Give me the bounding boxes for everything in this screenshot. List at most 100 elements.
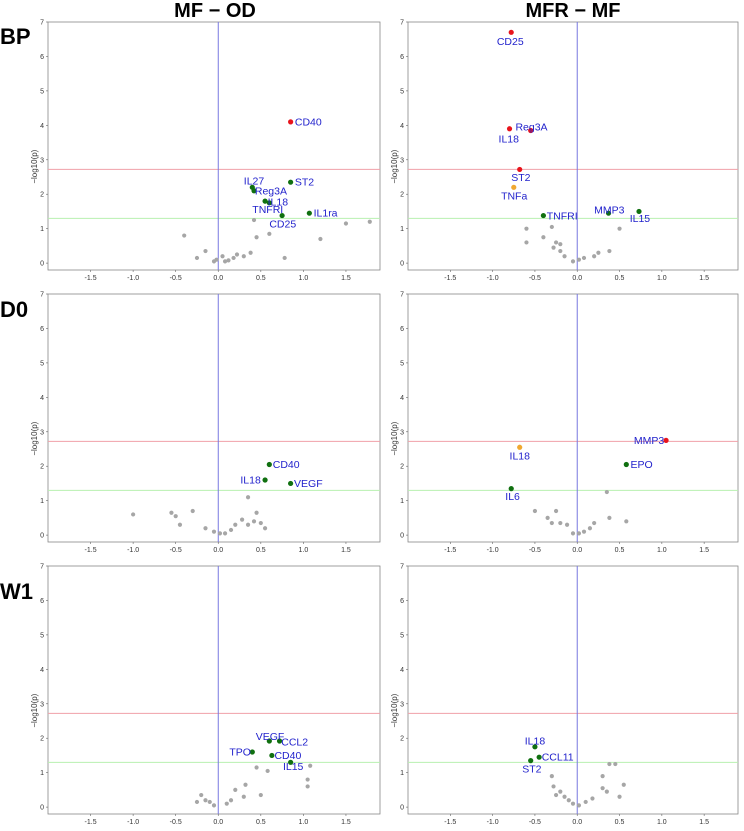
- point: [549, 520, 554, 526]
- x-tick-label: 0.0: [213, 819, 223, 826]
- point: [562, 254, 567, 259]
- point-label-il18: IL18: [499, 134, 520, 146]
- point: [251, 217, 257, 223]
- y-tick-label: 0: [400, 805, 404, 812]
- point-cd25: [279, 212, 285, 219]
- x-tick-label: -1.5: [85, 547, 97, 554]
- point-label-st2: ST2: [511, 172, 530, 184]
- point-label-il15: IL15: [630, 213, 651, 225]
- y-tick-label: 6: [40, 598, 44, 605]
- y-tick-label: 7: [400, 292, 404, 299]
- point: [541, 235, 546, 240]
- y-tick-label: 5: [40, 88, 44, 95]
- point: [624, 519, 629, 524]
- point-il15: [636, 208, 642, 215]
- point-label-il15: IL15: [283, 761, 304, 773]
- point: [211, 803, 217, 808]
- y-tick-label: 2: [40, 464, 44, 471]
- point: [367, 219, 372, 224]
- x-tick-label: -1.5: [444, 275, 456, 282]
- point: [592, 254, 597, 259]
- point: [343, 221, 349, 226]
- y-tick-label: 3: [400, 157, 404, 164]
- y-axis-label: −log10(p): [30, 421, 39, 455]
- point: [545, 515, 550, 520]
- point: [194, 255, 200, 261]
- point-label-il18: IL18: [525, 735, 546, 747]
- point-label-il1ra: IL1ra: [314, 208, 338, 220]
- y-tick-label: 1: [400, 226, 404, 233]
- x-tick-label: -1.0: [127, 275, 139, 282]
- point-il18: [517, 444, 523, 450]
- x-tick-label: -0.5: [170, 275, 182, 282]
- point-il18: [262, 198, 268, 204]
- y-tick-label: 6: [400, 598, 404, 605]
- x-tick-label: 0.5: [615, 547, 625, 554]
- point-cd40: [266, 461, 272, 468]
- x-tick-label: -0.5: [529, 547, 541, 554]
- point-label-ccl2: CCL2: [281, 737, 308, 749]
- point: [524, 226, 529, 231]
- y-tick-label: 6: [40, 54, 44, 61]
- point: [570, 531, 576, 536]
- point: [604, 789, 609, 794]
- x-tick-label: 0.0: [213, 275, 223, 282]
- y-tick-label: 6: [40, 326, 44, 333]
- point: [217, 531, 223, 536]
- y-tick-label: 0: [400, 261, 404, 268]
- y-tick-label: 2: [400, 736, 404, 743]
- x-tick-label: 0.5: [256, 819, 266, 826]
- point-il15: [288, 759, 294, 765]
- point-tpo: [249, 749, 255, 755]
- point-mmp3: [663, 437, 669, 443]
- point: [182, 233, 187, 238]
- point: [553, 240, 559, 245]
- point: [607, 515, 612, 520]
- point: [590, 796, 595, 801]
- point: [596, 250, 601, 255]
- point: [308, 763, 313, 768]
- point: [177, 522, 183, 527]
- point-st2: [528, 758, 534, 764]
- x-tick-label: -1.5: [444, 819, 456, 826]
- point: [233, 522, 238, 527]
- x-tick-label: 1.0: [299, 275, 309, 282]
- point: [234, 252, 240, 257]
- row-label-bp: BP: [0, 24, 31, 49]
- point: [607, 248, 612, 254]
- point: [239, 517, 245, 522]
- y-tick-label: 7: [400, 564, 404, 571]
- x-tick-label: 1.5: [699, 547, 709, 554]
- x-tick-label: -0.5: [529, 819, 541, 826]
- point: [222, 259, 228, 264]
- point-label-cd40: CD40: [273, 459, 300, 471]
- point: [576, 803, 582, 808]
- y-tick-label: 6: [400, 54, 404, 61]
- point: [245, 495, 251, 500]
- point: [564, 522, 570, 527]
- point-st2: [288, 179, 294, 185]
- point: [592, 520, 597, 526]
- point: [558, 789, 563, 794]
- point: [282, 255, 287, 261]
- y-tick-label: 4: [40, 667, 44, 674]
- plot-frame: [407, 293, 739, 543]
- x-tick-label: 1.0: [657, 275, 667, 282]
- point: [600, 786, 605, 791]
- point: [549, 224, 554, 230]
- y-tick-label: 7: [40, 564, 44, 571]
- x-tick-label: 1.0: [657, 819, 667, 826]
- point-label-tnfri: TNFRI: [547, 210, 578, 222]
- y-tick-label: 3: [400, 429, 404, 436]
- point-label-st2: ST2: [522, 764, 541, 776]
- row-label-w1: W1: [0, 579, 33, 604]
- y-tick-label: 6: [400, 326, 404, 333]
- plot-frame: [47, 565, 381, 815]
- point: [190, 508, 195, 514]
- point-label-tnfa: TNFa: [501, 190, 527, 202]
- point-cd25: [508, 29, 514, 35]
- y-tick-label: 7: [40, 20, 44, 27]
- point-reg3a: [251, 188, 257, 194]
- point: [131, 512, 136, 517]
- point-label-cd40: CD40: [274, 750, 301, 762]
